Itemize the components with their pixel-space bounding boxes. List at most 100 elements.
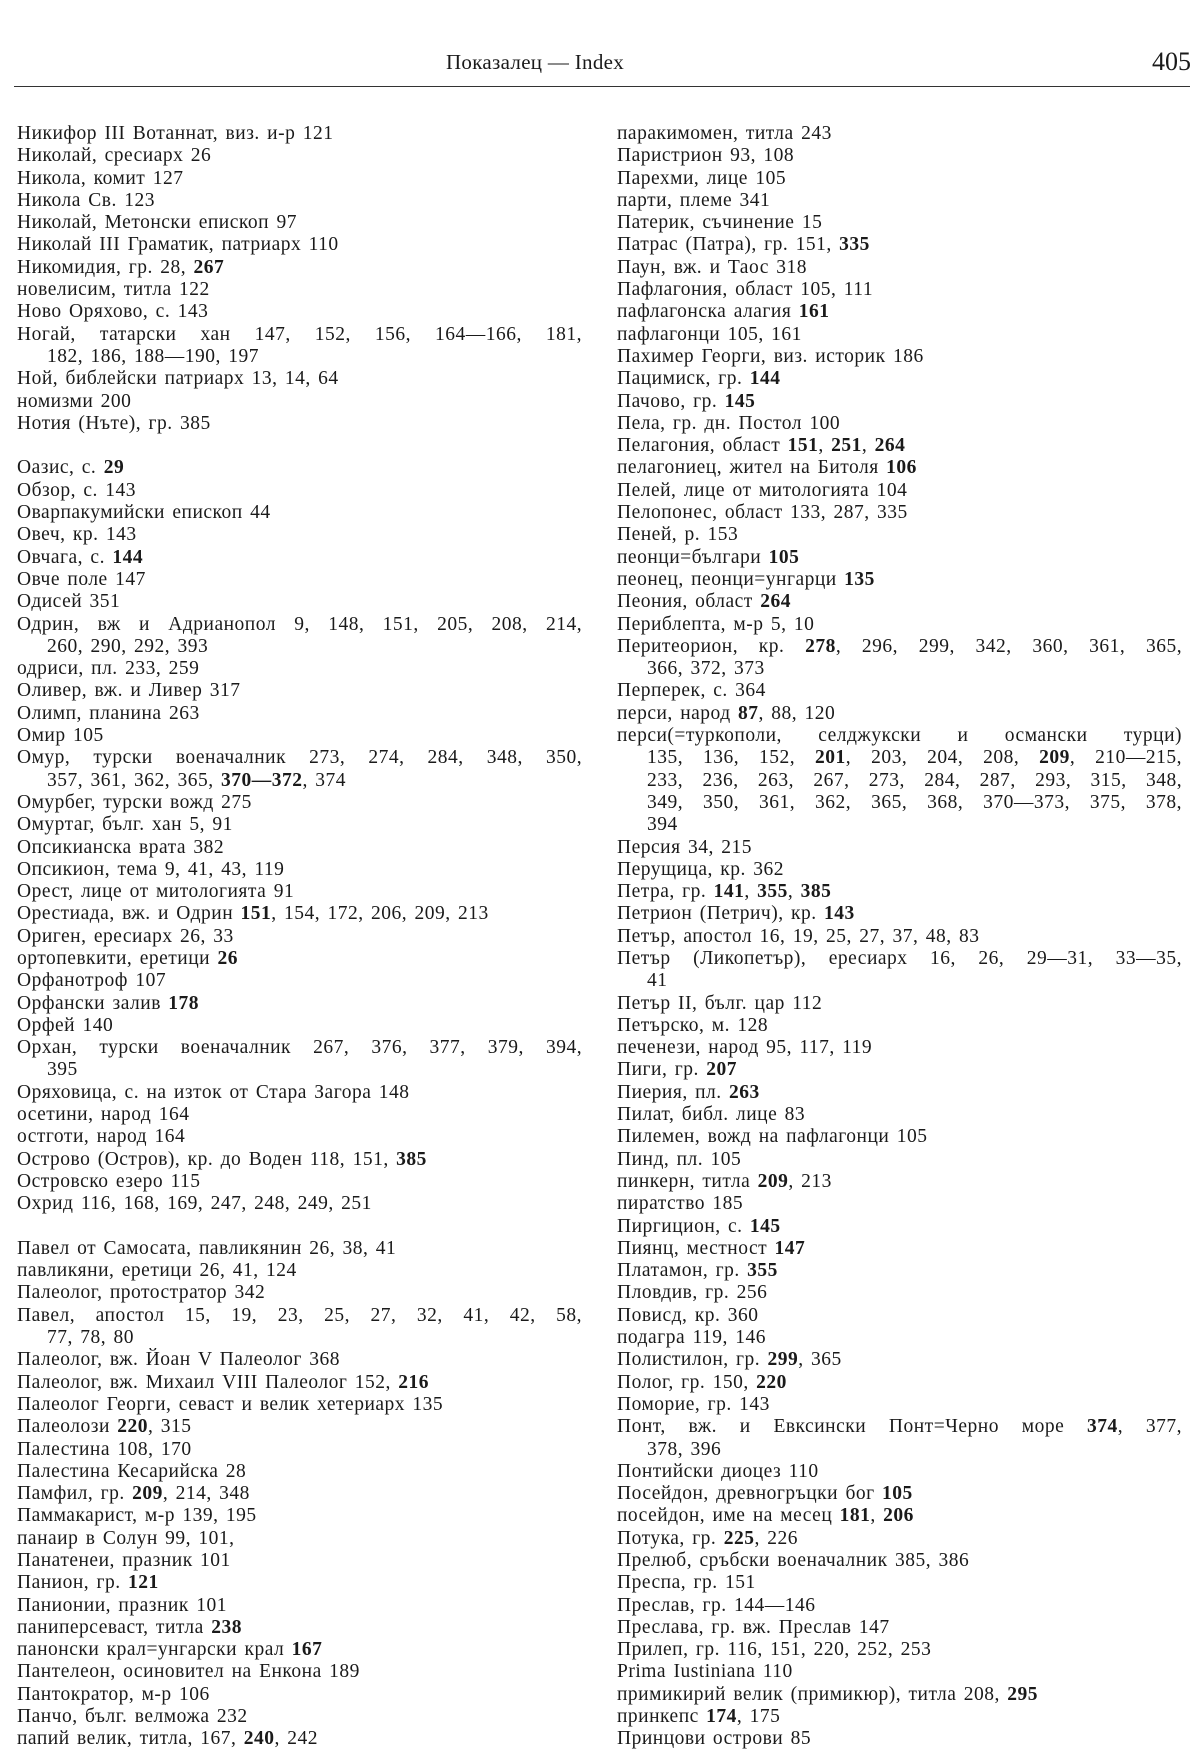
page-reference-bold: 238 bbox=[211, 1616, 242, 1638]
index-entry: Ногай, татарски хан 147, 152, 156, 164—1… bbox=[17, 324, 582, 369]
index-entry-line: Орестиада, вж. и Одрин 151, 154, 172, 20… bbox=[17, 903, 489, 925]
index-entry: Прелюб, сръбски военачалник 385, 386 bbox=[617, 1550, 1182, 1572]
index-entry: подагра 119, 146 bbox=[617, 1327, 1182, 1349]
index-entry: Оазис, с. 29 bbox=[17, 457, 582, 479]
index-entry: Палеолози 220, 315 bbox=[17, 1416, 582, 1438]
index-entry-line: Палестина Кесарийска 28 bbox=[17, 1460, 247, 1482]
index-entry: Прилеп, гр. 116, 151, 220, 252, 253 bbox=[617, 1639, 1182, 1661]
index-entry: Павел от Самосата, павликянин 26, 38, 41 bbox=[17, 1238, 582, 1260]
index-entry: Пинд, пл. 105 bbox=[617, 1149, 1182, 1171]
page-reference-bold: 207 bbox=[706, 1059, 737, 1081]
page-reference-bold: 220 bbox=[117, 1416, 149, 1438]
index-entry-line: Овчага, с. 144 bbox=[17, 546, 144, 568]
index-entry: Пела, гр. дн. Постол 100 bbox=[617, 413, 1182, 435]
index-entry-continuation: 41 bbox=[647, 970, 668, 992]
index-entry-line: Панион, гр. 121 bbox=[17, 1572, 159, 1594]
index-entry: Овче поле 147 bbox=[17, 569, 582, 591]
page-reference-bold: 29 bbox=[103, 457, 125, 479]
index-entry: Палестина Кесарийска 28 bbox=[17, 1461, 582, 1483]
index-entry: Панион, гр. 121 bbox=[17, 1572, 582, 1594]
index-entry-line: Пачово, гр. 145 bbox=[617, 390, 756, 412]
index-entry: Опсикион, тема 9, 41, 43, 119 bbox=[17, 859, 582, 881]
index-entry-line: Омир 105 bbox=[17, 725, 104, 747]
index-entry-line: пелагониец, жител на Битоля 106 bbox=[617, 457, 917, 479]
index-entry: Омуртаг, бълг. хан 5, 91 bbox=[17, 814, 582, 836]
page-reference-bold: 144 bbox=[749, 368, 781, 390]
index-entry-line: паракимомен, титла 243 bbox=[617, 123, 832, 144]
index-entry: Патрас (Патра), гр. 151, 335 bbox=[617, 234, 1182, 256]
index-entry-line: Пиянц, местност 147 bbox=[617, 1237, 806, 1259]
index-entry: Пафлагония, област 105, 111 bbox=[617, 279, 1182, 301]
index-entry: Преспа, гр. 151 bbox=[617, 1572, 1182, 1594]
index-entry: Понт, вж. и Евксински Понт=Черно море 37… bbox=[617, 1416, 1182, 1461]
index-entry-line: Пела, гр. дн. Постол 100 bbox=[617, 412, 841, 434]
index-entry-line: Парехми, лице 105 bbox=[617, 167, 787, 189]
index-entry: Prima Iustiniana 110 bbox=[617, 1661, 1182, 1683]
index-entry-continuation: 260, 290, 292, 393 bbox=[47, 635, 209, 657]
index-entry: Палеолог, вж. Йоан V Палеолог 368 bbox=[17, 1349, 582, 1371]
page-reference-bold: 299 bbox=[767, 1349, 799, 1371]
index-entry-line: Панионии, празник 101 bbox=[17, 1594, 227, 1616]
index-entry: Пеней, р. 153 bbox=[617, 524, 1182, 546]
page-reference-bold: 220 bbox=[756, 1371, 787, 1393]
index-entry: Посейдон, древногръцки бог 105 bbox=[617, 1483, 1182, 1505]
index-entry-line: Платамон, гр. 355 bbox=[617, 1260, 778, 1282]
index-entry-line: Преспа, гр. 151 bbox=[617, 1572, 756, 1594]
index-entry-line: Пелагония, област 151, 251, 264 bbox=[617, 435, 906, 457]
index-entry: пелагониец, жител на Битоля 106 bbox=[617, 457, 1182, 479]
index-entry: Орест, лице от митологията 91 bbox=[17, 881, 582, 903]
index-entry: Повисд, кр. 360 bbox=[617, 1305, 1182, 1327]
page-reference-bold: 225 bbox=[723, 1527, 755, 1549]
index-entry-line: Павел от Самосата, павликянин 26, 38, 41 bbox=[17, 1237, 397, 1259]
page-reference-bold: 151 bbox=[240, 903, 272, 925]
index-entry-line: Оварпакумийски епископ 44 bbox=[17, 502, 271, 524]
index-entry-line: паниперсеваст, титла 238 bbox=[17, 1616, 242, 1638]
index-entry-line: Ной, библейски патриарх 13, 14, 64 bbox=[17, 368, 339, 390]
index-entry-line: Перперек, с. 364 bbox=[617, 680, 766, 702]
index-entry: посейдон, име на месец 181, 206 bbox=[617, 1505, 1182, 1527]
page-reference-bold: 206 bbox=[883, 1505, 914, 1527]
index-entry: Петър, апостол 16, 19, 25, 27, 37, 48, 8… bbox=[617, 926, 1182, 948]
index-entry: пафлагонска алагия 161 bbox=[617, 301, 1182, 323]
index-entry: Полог, гр. 150, 220 bbox=[617, 1372, 1182, 1394]
index-entry-line: номизми 200 bbox=[17, 390, 132, 412]
index-entry: Палеолог, вж. Михаил VIII Палеолог 152, … bbox=[17, 1372, 582, 1394]
page-reference-bold: 385 bbox=[800, 881, 832, 903]
index-entry: Петърско, м. 128 bbox=[617, 1015, 1182, 1037]
index-entry: Палеолог, протостратор 342 bbox=[17, 1282, 582, 1304]
index-entry-line: Одрин, вж и Адрианопол 9, 148, 151, 205,… bbox=[17, 613, 582, 635]
index-entry-line: Пилат, библ. лице 83 bbox=[617, 1104, 806, 1126]
index-entry-line: Петър (Ликопетър), ересиарх 16, 26, 29—3… bbox=[617, 947, 1182, 969]
index-entry-line: Николай, Метонски епископ 97 bbox=[17, 212, 297, 234]
index-entry-line: Никола, комит 127 bbox=[17, 167, 184, 189]
index-entry-line: Пацимиск, гр. 144 bbox=[617, 368, 781, 390]
index-entry-line: пафлагонци 105, 161 bbox=[617, 323, 802, 345]
index-entry-line: Преслава, гр. вж. Преслав 147 bbox=[617, 1616, 890, 1638]
page-reference-bold: 178 bbox=[168, 992, 200, 1014]
page-reference-bold: 26 bbox=[217, 947, 238, 969]
index-entry-line: Пафлагония, област 105, 111 bbox=[617, 279, 874, 301]
page-reference-bold: 209 bbox=[132, 1483, 163, 1505]
index-entry: павликяни, еретици 26, 41, 124 bbox=[17, 1260, 582, 1282]
index-entry-line: Николай III Граматик, патриарх 110 bbox=[17, 234, 339, 256]
page-reference-bold: 106 bbox=[886, 457, 917, 479]
index-entry-line: Никифор III Вотаннат, виз. и-р 121 bbox=[17, 123, 334, 144]
index-entry: Панионии, празник 101 bbox=[17, 1595, 582, 1617]
index-entry-line: Оливер, вж. и Ливер 317 bbox=[17, 680, 241, 702]
page-reference-bold: 267 bbox=[193, 256, 225, 278]
section-gap bbox=[17, 435, 582, 457]
index-entry-continuation: 366, 372, 373 bbox=[647, 658, 765, 680]
index-entry-line: Павел, апостол 15, 19, 23, 25, 27, 32, 4… bbox=[17, 1304, 582, 1326]
index-entry: Пиги, гр. 207 bbox=[617, 1059, 1182, 1081]
index-entry: Преслава, гр. вж. Преслав 147 bbox=[617, 1617, 1182, 1639]
index-entry: парти, племе 341 bbox=[617, 190, 1182, 212]
index-entry: Пелей, лице от митологията 104 bbox=[617, 480, 1182, 502]
index-entry: Обзор, с. 143 bbox=[17, 480, 582, 502]
index-entry-line: Пеония, област 264 bbox=[617, 591, 791, 613]
index-entry-line: Prima Iustiniana 110 bbox=[617, 1661, 793, 1683]
index-entry-line: принкепс 174, 175 bbox=[617, 1706, 781, 1728]
index-entry-line: одриси, пл. 233, 259 bbox=[17, 658, 200, 680]
index-entry-line: Ново Оряхово, с. 143 bbox=[17, 301, 209, 323]
index-entry: Пантелеон, осиновител на Енкона 189 bbox=[17, 1661, 582, 1683]
index-entry: Панчо, бълг. велможа 232 bbox=[17, 1706, 582, 1728]
